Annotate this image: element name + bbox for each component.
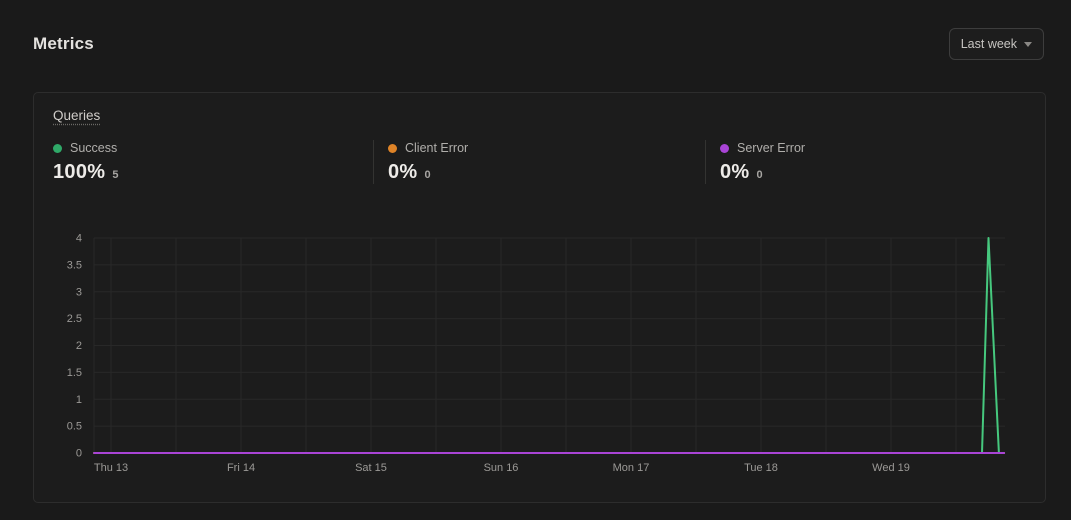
stat-count: 0 bbox=[424, 169, 431, 181]
time-range-select[interactable]: Last week bbox=[948, 28, 1044, 60]
card-title[interactable]: Queries bbox=[53, 108, 101, 123]
stat-count: 5 bbox=[112, 169, 119, 181]
stat-label: Client Error bbox=[405, 141, 469, 155]
client-error-dot-icon bbox=[388, 143, 397, 153]
stat-value: 100% bbox=[53, 161, 106, 183]
stats-row: Success 100% 5 Client Error 0% 0 Server … bbox=[53, 140, 1026, 184]
svg-text:0.5: 0.5 bbox=[67, 421, 82, 433]
stat-client-error: Client Error 0% 0 bbox=[373, 140, 705, 184]
svg-text:0: 0 bbox=[76, 448, 82, 460]
time-range-label: Last week bbox=[960, 37, 1017, 51]
svg-text:Sat 15: Sat 15 bbox=[355, 462, 387, 474]
stat-label: Server Error bbox=[737, 141, 806, 155]
svg-text:1.5: 1.5 bbox=[67, 367, 82, 379]
svg-text:4: 4 bbox=[76, 233, 82, 245]
svg-text:Fri 14: Fri 14 bbox=[227, 462, 255, 474]
queries-chart: 0 0.5 1 1.5 2 2.5 3 3.5 4 Thu 13 Fri 14 Sat 15 Sun 1… bbox=[67, 233, 1006, 474]
stat-value: 0% bbox=[720, 161, 750, 183]
stat-count: 0 bbox=[756, 169, 763, 181]
svg-text:3: 3 bbox=[76, 286, 82, 298]
page-header: Metrics Last week bbox=[0, 0, 1071, 60]
stat-server-error: Server Error 0% 0 bbox=[705, 140, 1037, 184]
server-error-dot-icon bbox=[720, 143, 729, 153]
queries-metrics-card: Queries Success 100% 5 Client Error 0% 0 bbox=[33, 92, 1046, 503]
stat-success: Success 100% 5 bbox=[53, 140, 373, 184]
svg-text:Sun 16: Sun 16 bbox=[484, 462, 519, 474]
svg-text:Mon 17: Mon 17 bbox=[613, 462, 650, 474]
chevron-down-icon bbox=[1024, 41, 1032, 47]
svg-text:Thu 13: Thu 13 bbox=[94, 462, 128, 474]
svg-text:3.5: 3.5 bbox=[67, 259, 82, 271]
stat-label: Success bbox=[70, 141, 118, 155]
success-dot-icon bbox=[53, 143, 62, 153]
svg-text:Tue 18: Tue 18 bbox=[744, 462, 778, 474]
stat-value: 0% bbox=[388, 161, 418, 183]
svg-text:2.5: 2.5 bbox=[67, 313, 82, 325]
page-title: Metrics bbox=[33, 34, 94, 53]
svg-text:Wed 19: Wed 19 bbox=[872, 462, 910, 474]
svg-text:1: 1 bbox=[76, 394, 82, 406]
svg-text:2: 2 bbox=[76, 340, 82, 352]
